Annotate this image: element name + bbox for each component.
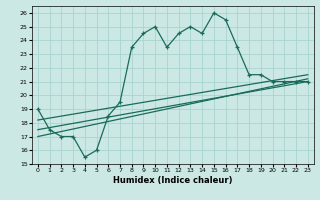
X-axis label: Humidex (Indice chaleur): Humidex (Indice chaleur) [113, 176, 233, 185]
